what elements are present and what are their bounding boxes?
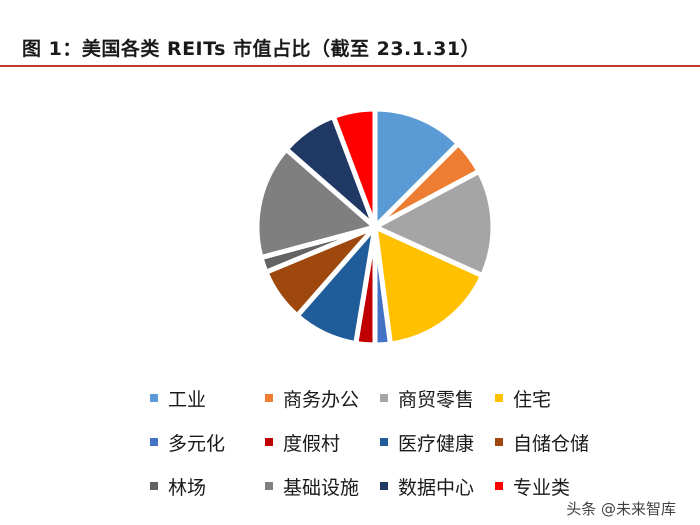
- legend-item: 多元化: [150, 428, 265, 456]
- legend-label: 商贸零售: [398, 388, 475, 411]
- legend-item: 工业: [150, 384, 265, 412]
- legend-swatch: [150, 482, 158, 490]
- legend-swatch: [150, 438, 158, 446]
- legend-swatch: [380, 482, 388, 490]
- legend-label: 商务办公: [283, 388, 360, 411]
- legend-swatch: [495, 394, 503, 402]
- chart-title: 图 1：美国各类 REITs 市值占比（截至 23.1.31）: [22, 38, 481, 60]
- pie-slice-11: [330, 106, 378, 230]
- legend-label: 数据中心: [398, 476, 475, 499]
- legend-swatch: [495, 438, 503, 446]
- legend-label: 自储仓储: [513, 432, 590, 455]
- legend-item: 商务办公: [265, 384, 380, 412]
- legend-swatch: [265, 438, 273, 446]
- pie-slice-0: [372, 106, 461, 230]
- pie-slice-9: [254, 146, 378, 261]
- legend-item: 专业类: [495, 472, 610, 500]
- legend-item: 医疗健康: [380, 428, 495, 456]
- legend-swatch: [380, 438, 388, 446]
- legend-label: 住宅: [513, 388, 552, 411]
- pie-slice-2: [372, 168, 496, 279]
- legend-swatch: [265, 394, 273, 402]
- legend-swatch: [150, 394, 158, 402]
- legend-swatch: [380, 394, 388, 402]
- legend-label: 度假村: [283, 432, 341, 455]
- legend-item: 自储仓储: [495, 428, 610, 456]
- legend-label: 工业: [168, 388, 207, 411]
- watermark: 头条 @未来智库: [566, 500, 676, 518]
- legend-label: 多元化: [168, 432, 226, 455]
- legend-item: 商贸零售: [380, 384, 495, 412]
- legend-label: 专业类: [513, 476, 571, 499]
- legend-item: 数据中心: [380, 472, 495, 500]
- pie-slice-3: [372, 224, 485, 347]
- legend-label: 基础设施: [283, 476, 360, 499]
- legend-label: 林场: [168, 476, 207, 499]
- legend-label: 医疗健康: [398, 432, 475, 455]
- pie-chart: [254, 106, 496, 348]
- legend-item: 基础设施: [265, 472, 380, 500]
- legend-swatch: [495, 482, 503, 490]
- legend-swatch: [265, 482, 273, 490]
- legend-item: 林场: [150, 472, 265, 500]
- title-divider: [0, 65, 700, 67]
- pie-slices: [254, 106, 496, 348]
- legend-item: 住宅: [495, 384, 610, 412]
- legend-item: 度假村: [265, 428, 380, 456]
- chart-legend: 工业 商务办公 商贸零售 住宅多元化 度假村 医疗健康 自储仓储林场 基础设施 数据中心 专业类: [150, 384, 630, 500]
